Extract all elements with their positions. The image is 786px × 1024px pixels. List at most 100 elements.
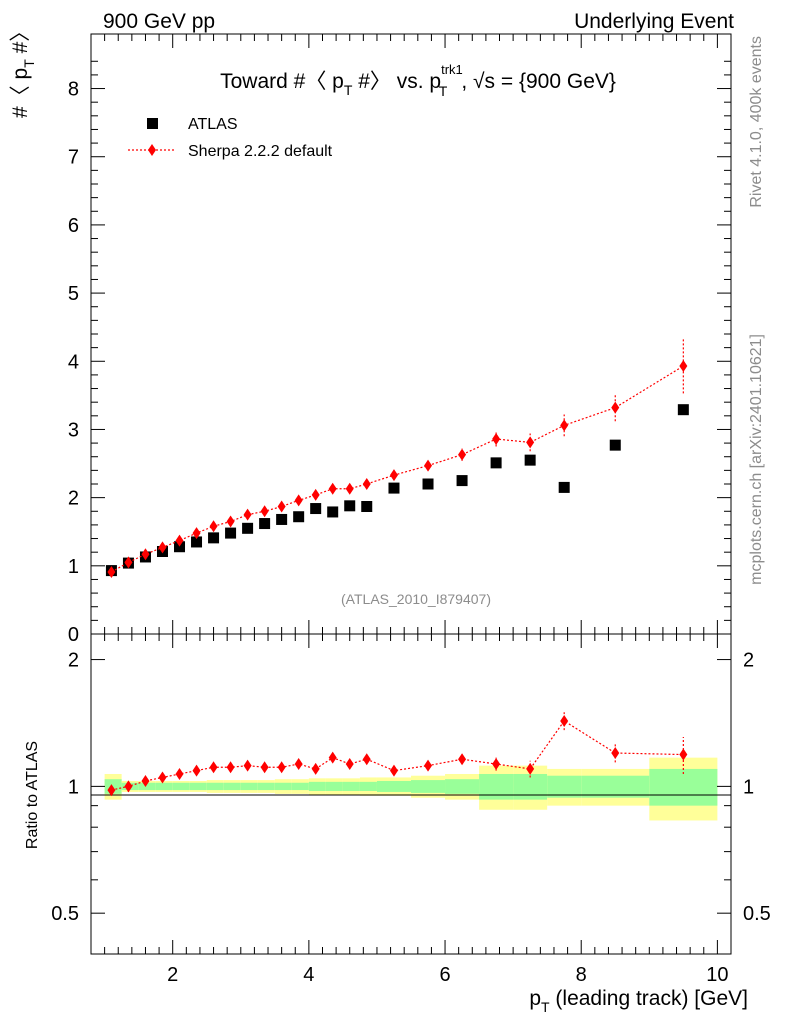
xlabel-tail: (leading track) [GeV] [550,987,748,1010]
sherpa-point [175,534,184,547]
sherpa-point [560,419,569,432]
x-tick-label: 2 [167,964,178,986]
ratio-panel: 2 4 6 8 10 0.5 0.5 1 1 2 2 Ratio to ATLAS pT (lead… [24,633,771,1015]
ratio-inner-band [445,779,480,794]
ratio-y-tick-label-right: 1 [743,776,754,798]
main-panel: Toward #〈 pT #〉 vs. ptrk1 T, √s = {900 Ge… [9,21,732,646]
ratio-point [124,780,133,793]
title-main: Toward #〈 p [220,70,344,93]
header-right: Underlying Event [574,10,734,33]
ratio-inner-band [513,773,548,800]
ratio-point [311,762,320,775]
atlas-point [225,527,237,539]
sherpa-point [611,401,620,414]
atlas-point [208,532,220,544]
atlas-point [422,478,434,490]
legend-sherpa-label: Sherpa 2.2.2 default [188,143,333,160]
ratio-point [345,758,354,771]
legend-atlas-label: ATLAS [188,116,238,133]
xlabel-main: p [529,987,541,1010]
atlas-point [293,511,305,523]
ratio-inner-band [257,782,275,791]
atlas-point [174,541,186,553]
legend-sherpa-marker [148,144,156,156]
atlas-point [327,506,339,518]
y-tick-label: 5 [68,283,79,305]
ratio-point [158,771,167,784]
ratio-inner-band [581,775,650,798]
y-tick-label-zero: 0 [68,624,79,646]
title-sup: trk1 [441,62,463,77]
sherpa-point [526,436,535,449]
sherpa-point [679,360,688,373]
ratio-y-tick-label: 0.5 [51,903,79,925]
ratio-point [243,759,252,772]
ratio-y-tick-label-right: 0.5 [743,903,771,925]
y-tick-label: 8 [68,79,79,101]
atlas-point [609,439,621,451]
ratio-point [226,761,235,774]
sherpa-point [294,494,303,507]
ratio-point [611,747,620,760]
y-tick-label: 4 [68,351,79,373]
plot-title: Toward #〈 pT #〉 vs. ptrk1 T, √s = {900 Ge… [220,62,616,99]
sherpa-point [226,515,235,528]
atlas-point [490,457,502,469]
sherpa-point [345,482,354,495]
ratio-inner-band [325,781,343,792]
ylabel-sub: T [21,59,37,68]
ratio-inner-band [189,782,207,791]
ratio-inner-band [172,782,190,791]
ratio-y-tick-label: 1 [68,776,79,798]
atlas-point [677,404,689,416]
atlas-point [344,500,356,512]
y-tick-label: 7 [68,147,79,169]
atlas-point [191,536,203,548]
sherpa-point [243,508,252,521]
y-tick-label: 3 [68,419,79,441]
header-left: 900 GeV pp [103,10,215,33]
ratio-inner-band [240,782,258,791]
main-data [105,338,689,578]
ratio-inner-band [359,781,377,792]
ratio-point [328,751,337,764]
atlas-point [388,482,400,494]
x-tick-label: 6 [439,964,450,986]
sherpa-point [492,433,501,445]
ratio-inner-band [376,780,411,792]
atlas-point [242,522,254,534]
ratio-inner-band [274,782,292,791]
sherpa-point [458,448,467,461]
sherpa-point [192,527,201,540]
ratio-point [458,753,467,766]
ratio-point [294,758,303,771]
ratio-inner-band [291,782,309,791]
sherpa-point [277,500,286,513]
ratio-point [107,784,116,797]
sherpa-point [141,548,150,561]
y-tick-label: 1 [68,556,79,578]
atlas-point [259,518,271,530]
sherpa-point [107,565,116,578]
atlas-point [310,503,322,515]
ratio-point [192,764,201,777]
ratio-point [389,764,398,777]
ratio-inner-band [308,781,326,792]
x-tick-label: 10 [706,964,728,986]
analysis-label: (ATLAS_2010_I879407) [341,591,491,607]
title-sub1: T [344,82,353,98]
atlas-point [558,481,570,493]
title-tail: , √s = {900 GeV} [461,70,616,93]
rivet-label: Rivet 4.1.0, 400k events [748,36,765,208]
ratio-point [260,761,269,774]
ratio-inner-band [223,782,241,791]
sherpa-point [389,469,398,482]
ratio-inner-band [547,775,582,798]
x-tick-label: 8 [576,964,587,986]
ratio-point [560,714,569,727]
sherpa-point [260,505,269,518]
ratio-point [277,761,286,774]
sherpa-point [362,478,371,490]
ratio-point [362,753,371,766]
